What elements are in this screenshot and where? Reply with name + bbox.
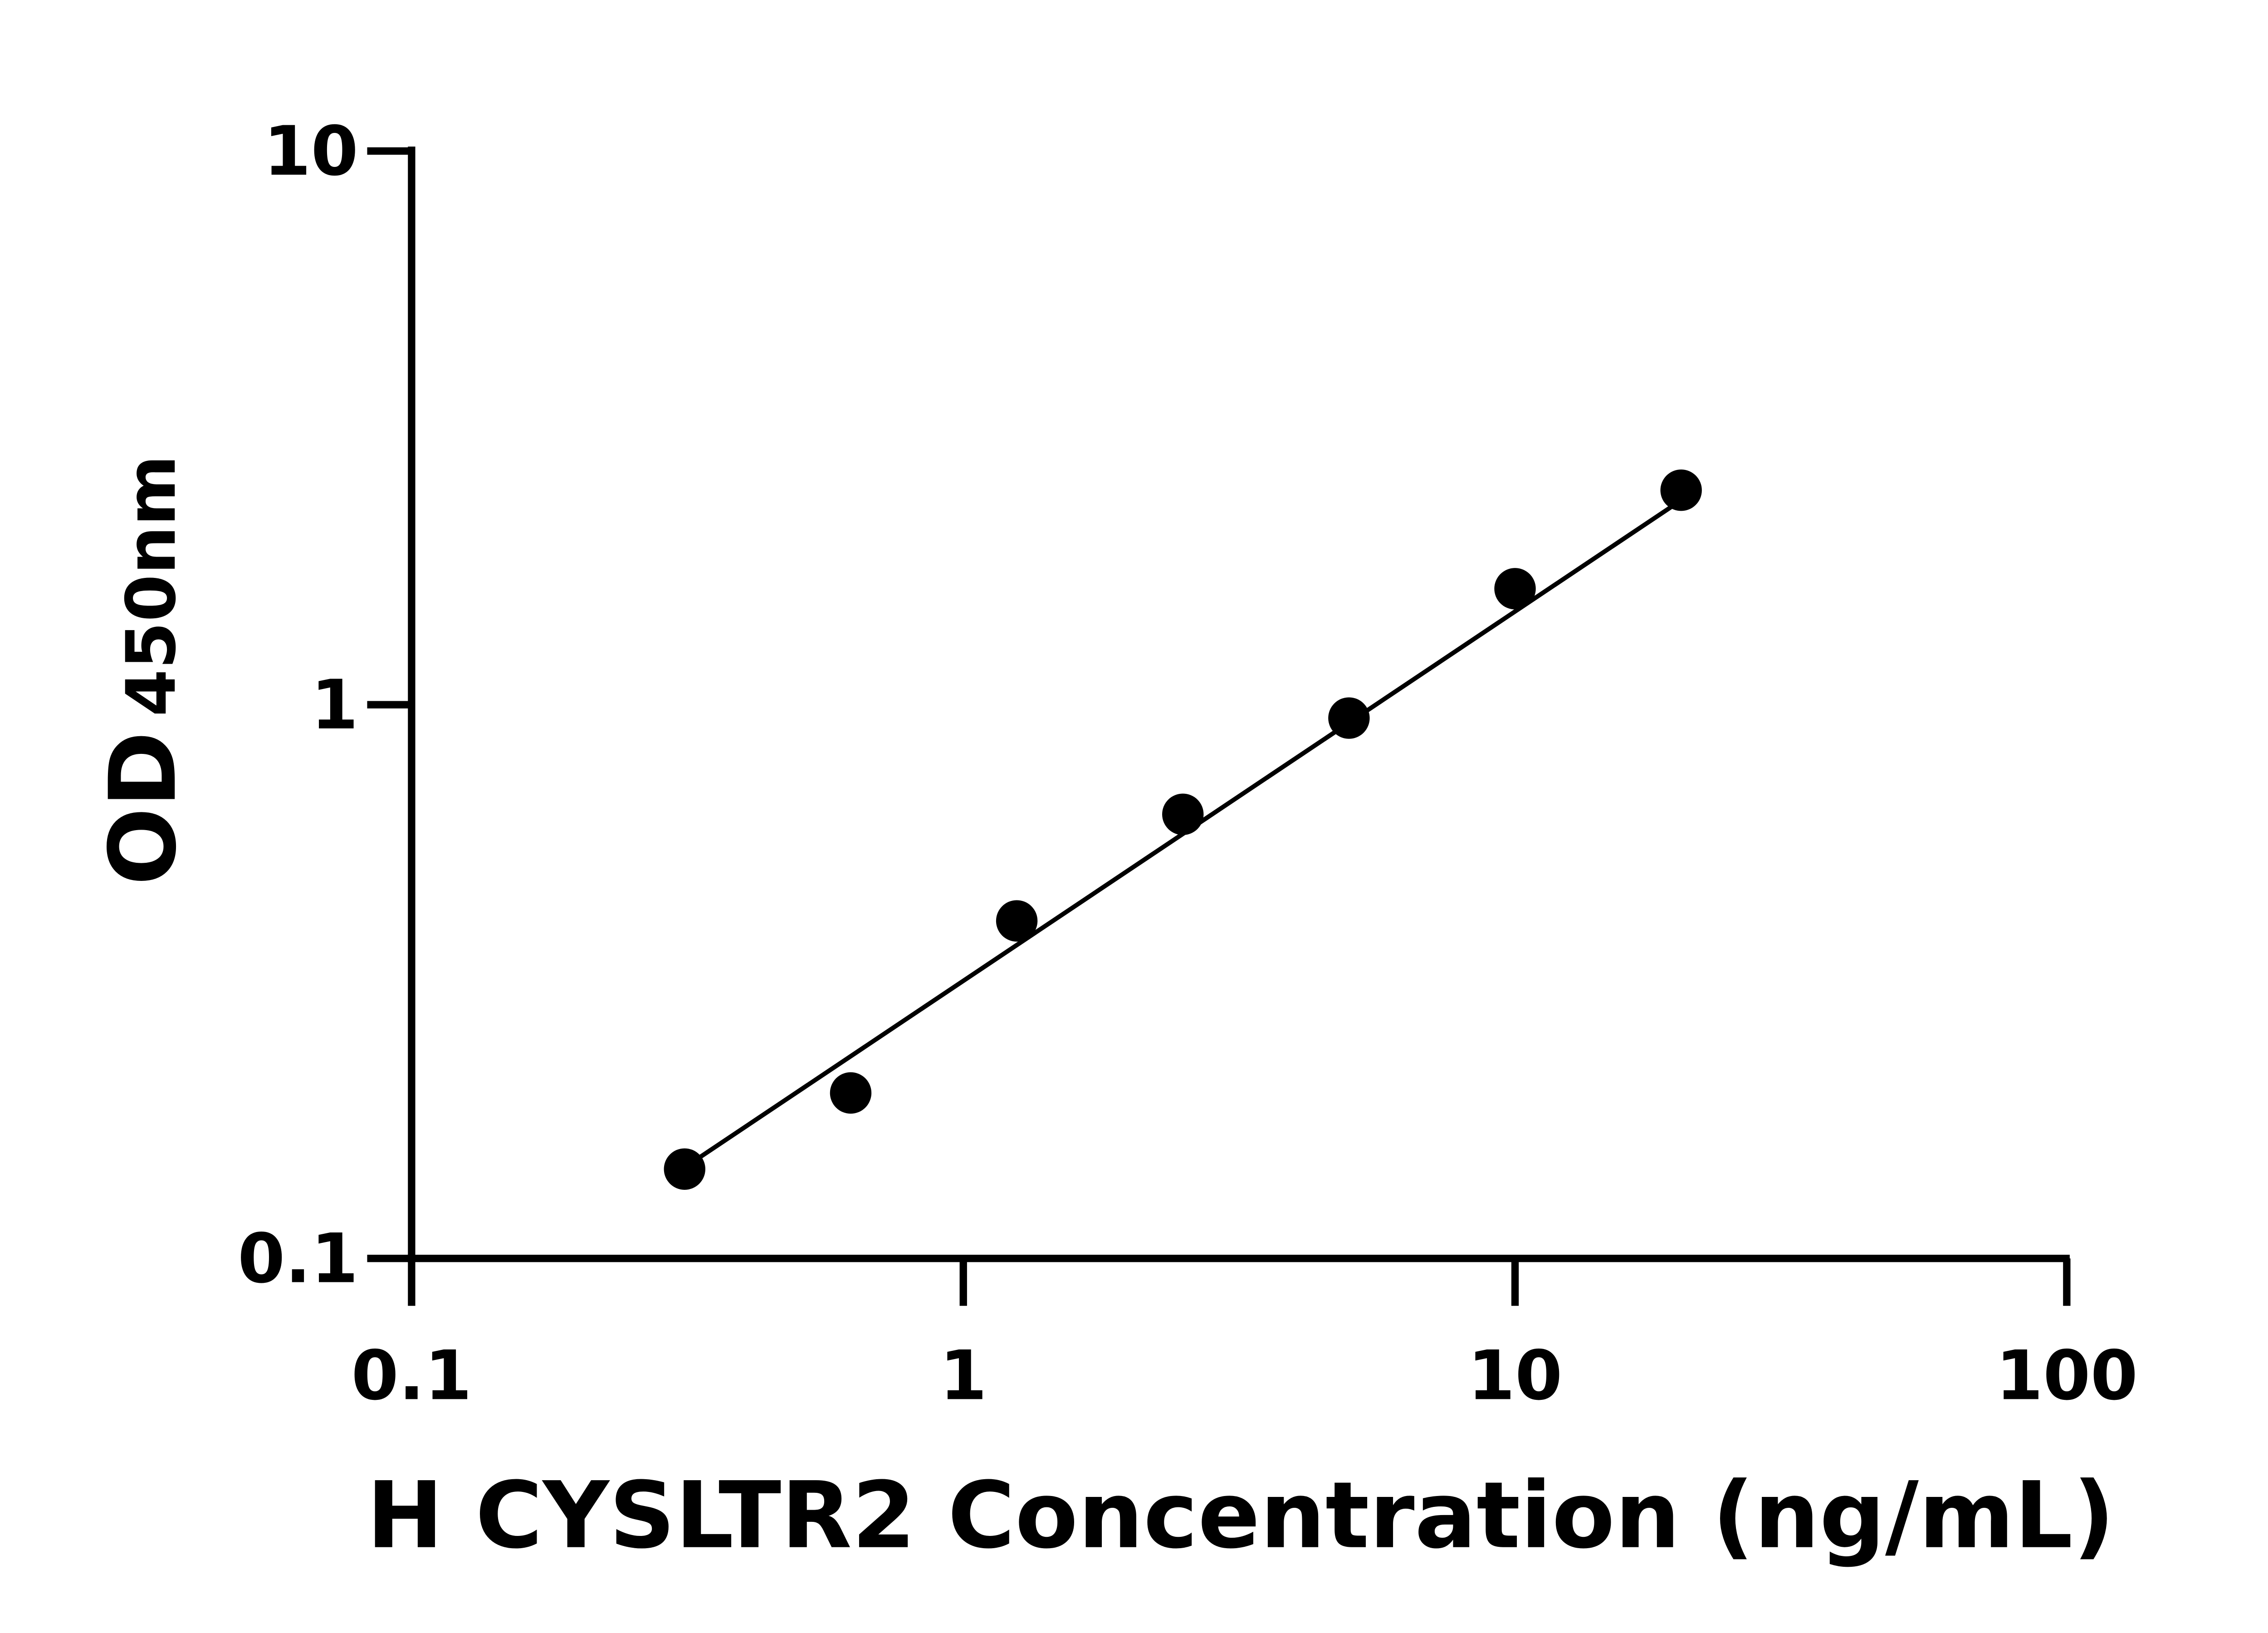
- x-tick-label: 10: [1468, 1336, 1563, 1415]
- data-point: [996, 900, 1038, 942]
- y-tick-label: 0.1: [238, 1219, 358, 1298]
- x-tick-label: 100: [1996, 1336, 2138, 1415]
- data-point: [830, 1072, 872, 1114]
- x-tick-label: 1: [939, 1336, 987, 1415]
- data-point: [1494, 568, 1536, 610]
- x-tick-label: 0.1: [351, 1336, 472, 1415]
- data-point: [664, 1148, 705, 1190]
- y-axis-label-group: OD 450nm: [89, 455, 196, 885]
- y-axis-label-subscript: 450nm: [112, 455, 191, 717]
- y-tick-label: 10: [264, 112, 358, 191]
- data-point: [1328, 697, 1370, 739]
- x-axis-label: H CYSLTR2 Concentration (ng/mL): [367, 1462, 2115, 1569]
- data-point: [1660, 469, 1702, 511]
- data-point: [1162, 793, 1204, 835]
- y-tick-label: 1: [311, 666, 358, 745]
- y-axis-label: OD: [89, 731, 196, 885]
